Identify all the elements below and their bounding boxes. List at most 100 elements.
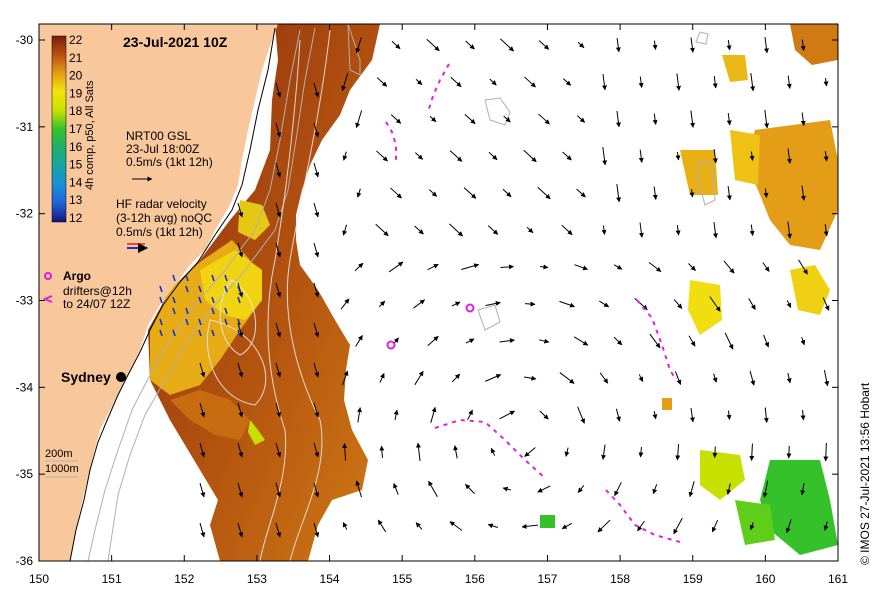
velocity-arrow: [426, 38, 440, 52]
velocity-arrow: [576, 115, 586, 123]
radar-arrow: [185, 285, 189, 293]
radar-arrow: [237, 318, 241, 326]
velocity-arrow: [559, 300, 576, 308]
velocity-arrow: [689, 188, 695, 198]
velocity-arrow: [601, 225, 607, 235]
velocity-arrow: [465, 484, 475, 494]
velocity-arrow: [378, 300, 386, 308]
velocity-arrow: [675, 224, 681, 236]
depth-legend: 200m 1000m: [45, 448, 79, 478]
x-tick-label: 161: [828, 572, 848, 586]
velocity-arrow: [561, 522, 573, 530]
velocity-arrow: [638, 76, 644, 88]
velocity-arrow: [499, 410, 515, 420]
velocity-arrow: [414, 152, 424, 160]
radar-arrow: [172, 329, 176, 337]
velocity-arrow: [388, 261, 404, 273]
velocity-arrow: [652, 484, 658, 495]
velocity-arrow: [763, 334, 770, 348]
velocity-arrow: [726, 39, 732, 51]
velocity-arrow: [413, 299, 426, 309]
velocity-arrow: [675, 443, 681, 461]
velocity-arrow: [313, 402, 320, 418]
velocity-arrow: [538, 40, 550, 50]
velocity-arrow: [499, 338, 515, 344]
radar-arrow: [198, 285, 202, 293]
colorbar-tick-label: 12: [69, 211, 83, 225]
velocity-arrow: [577, 485, 585, 493]
velocity-arrow: [786, 148, 792, 164]
velocity-arrow: [275, 162, 282, 178]
colorbar-tick-label: 14: [69, 175, 83, 189]
velocity-arrow: [487, 523, 498, 529]
velocity-arrow: [724, 332, 734, 350]
velocity-arrow: [577, 41, 585, 49]
radar-arrow: [224, 307, 228, 315]
velocity-arrow: [275, 522, 282, 538]
radar-legend: HF radar velocity (3-12h avg) noQC 0.5m/…: [116, 197, 212, 253]
velocity-arrow: [237, 242, 244, 258]
velocity-arrow: [237, 442, 244, 458]
velocity-arrow: [601, 74, 607, 91]
velocity-arrow: [376, 77, 388, 87]
velocity-arrow: [652, 186, 658, 200]
velocity-arrow: [673, 299, 683, 309]
velocity-arrow: [750, 73, 756, 92]
credit-text: © IMOS 27-Jul-2021 13:56 Hobart: [858, 382, 872, 565]
velocity-arrow: [726, 185, 732, 201]
radar-arrow: [211, 296, 215, 304]
colorbar-label: 4h comp, p50, All Sats: [84, 80, 96, 190]
colorbar-tick-label: 22: [69, 33, 83, 47]
colorbar-tick-label: 21: [69, 51, 83, 65]
velocity-arrow: [313, 82, 320, 98]
velocity-arrow: [461, 263, 480, 270]
velocity-arrow: [800, 337, 806, 346]
velocity-arrow: [787, 221, 792, 239]
velocity-arrow: [275, 482, 282, 498]
velocity-arrow: [275, 122, 282, 138]
velocity-arrow: [712, 75, 718, 89]
y-tick-label: -31: [16, 120, 34, 134]
radar-arrow: [211, 274, 215, 282]
radar-arrow: [172, 307, 176, 315]
x-tick-label: 153: [247, 572, 267, 586]
velocity-arrow: [786, 75, 792, 89]
velocity-arrow: [764, 110, 770, 129]
velocity-arrow: [379, 372, 385, 383]
velocity-arrow: [237, 362, 244, 378]
velocity-arrow: [450, 76, 462, 88]
colorbar-tick-label: 18: [69, 104, 83, 118]
drifter-legend-line2: to 24/07 12Z: [63, 297, 130, 311]
velocity-arrow: [342, 443, 348, 461]
radar-arrow: [159, 296, 163, 304]
velocity-arrow: [391, 40, 401, 50]
velocity-arrow: [615, 408, 621, 422]
velocity-arrow: [275, 282, 282, 298]
velocity-arrow: [749, 224, 755, 236]
velocity-arrow: [652, 40, 658, 50]
velocity-arrow: [823, 370, 830, 387]
velocity-arrow: [524, 301, 536, 307]
velocity-arrow: [355, 37, 362, 54]
argo-floats: [386, 303, 475, 350]
velocity-arrow: [599, 372, 609, 384]
velocity-arrow: [237, 402, 244, 418]
velocity-arrow: [615, 37, 621, 53]
land-australia: [39, 24, 278, 561]
velocity-arrow: [539, 264, 549, 270]
velocity-arrow: [800, 409, 806, 421]
velocity-arrow: [798, 259, 808, 275]
velocity-arrow: [430, 406, 437, 423]
colorbar-tick-label: 15: [69, 158, 83, 172]
velocity-arrow: [453, 445, 459, 459]
velocity-arrow: [711, 519, 719, 533]
x-tick-label: 158: [610, 572, 630, 586]
velocity-arrow: [800, 39, 806, 51]
radar-arrow: [185, 318, 189, 326]
velocity-arrow: [823, 150, 829, 162]
velocity-arrow: [823, 442, 829, 462]
velocity-arrow: [762, 262, 770, 272]
velocity-arrow: [375, 223, 389, 237]
velocity-arrow: [823, 521, 829, 531]
velocity-arrow: [313, 482, 320, 498]
